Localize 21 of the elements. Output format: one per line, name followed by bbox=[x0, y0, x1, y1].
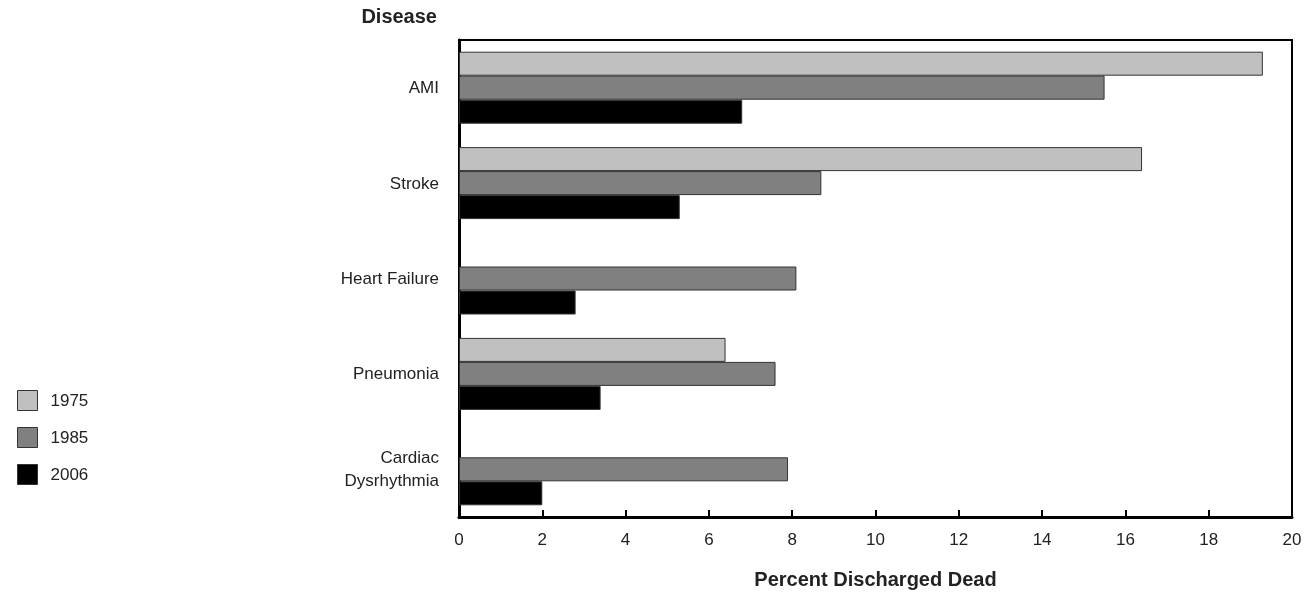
x-tick-label: 2 bbox=[537, 530, 548, 549]
x-tick-label: 10 bbox=[866, 530, 885, 549]
x-tick-label: 6 bbox=[704, 530, 714, 549]
x-tick-label: 20 bbox=[1282, 530, 1302, 549]
x-axis-title: Percent Discharged Dead bbox=[754, 568, 997, 590]
x-tick-label: 8 bbox=[787, 530, 797, 549]
x-tick-label: 12 bbox=[949, 530, 969, 549]
y-tick-label: AMI bbox=[408, 78, 439, 98]
x-tick-label: 16 bbox=[1115, 530, 1135, 549]
legend-label: 2006 bbox=[50, 465, 89, 484]
x-tick-label: 14 bbox=[1032, 530, 1052, 549]
x-tick-label: 0 bbox=[454, 530, 464, 549]
y-tick-label: Heart Failure bbox=[340, 269, 439, 288]
y-tick-label: Pneumonia bbox=[352, 364, 440, 384]
y-axis-title: Disease bbox=[361, 5, 437, 27]
y-tick-label: Cardiac Dysrhythmia bbox=[344, 448, 440, 491]
y-tick-label: Stroke bbox=[389, 173, 439, 193]
legend-label: 1985 bbox=[50, 428, 89, 447]
x-tick-label: 18 bbox=[1199, 530, 1219, 549]
x-tick-label: 4 bbox=[620, 530, 631, 549]
legend-label: 1975 bbox=[50, 391, 89, 410]
